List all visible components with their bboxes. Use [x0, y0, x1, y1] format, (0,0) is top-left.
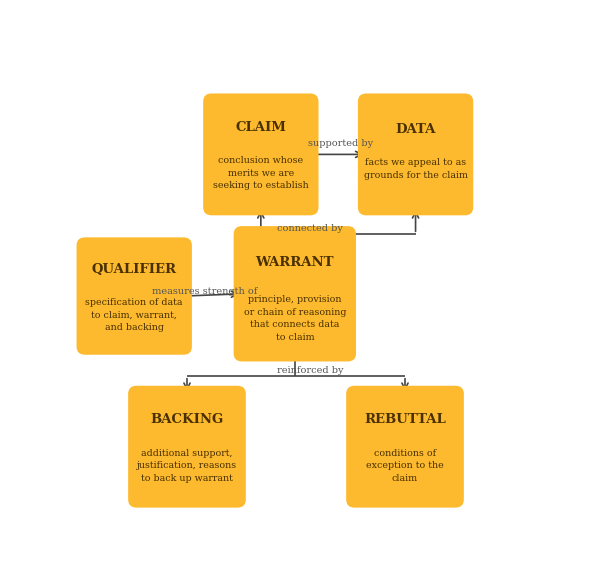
- Text: additional support,
justification, reasons
to back up warrant: additional support, justification, reaso…: [137, 449, 237, 482]
- Text: conclusion whose
merits we are
seeking to establish: conclusion whose merits we are seeking t…: [213, 157, 309, 190]
- FancyBboxPatch shape: [346, 386, 464, 507]
- Text: facts we appeal to as
grounds for the claim: facts we appeal to as grounds for the cl…: [364, 158, 468, 179]
- Text: specification of data
to claim, warrant,
and backing: specification of data to claim, warrant,…: [85, 298, 183, 332]
- Text: connected by: connected by: [277, 224, 343, 233]
- FancyBboxPatch shape: [128, 386, 246, 507]
- FancyBboxPatch shape: [77, 237, 192, 354]
- Text: principle, provision
or chain of reasoning
that connects data
to claim: principle, provision or chain of reasoni…: [244, 296, 346, 342]
- Text: BACKING: BACKING: [151, 413, 224, 426]
- FancyBboxPatch shape: [203, 93, 318, 215]
- Text: WARRANT: WARRANT: [255, 256, 334, 269]
- Text: QUALIFIER: QUALIFIER: [92, 263, 177, 276]
- Text: CLAIM: CLAIM: [235, 121, 286, 134]
- Text: supported by: supported by: [308, 140, 373, 148]
- FancyBboxPatch shape: [358, 93, 473, 215]
- Text: reinforced by: reinforced by: [277, 366, 343, 375]
- Text: DATA: DATA: [396, 123, 436, 136]
- Text: conditions of
exception to the
claim: conditions of exception to the claim: [366, 449, 444, 482]
- Text: REBUTTAL: REBUTTAL: [364, 413, 446, 426]
- Text: measures strength of: measures strength of: [152, 287, 257, 296]
- FancyBboxPatch shape: [234, 226, 356, 361]
